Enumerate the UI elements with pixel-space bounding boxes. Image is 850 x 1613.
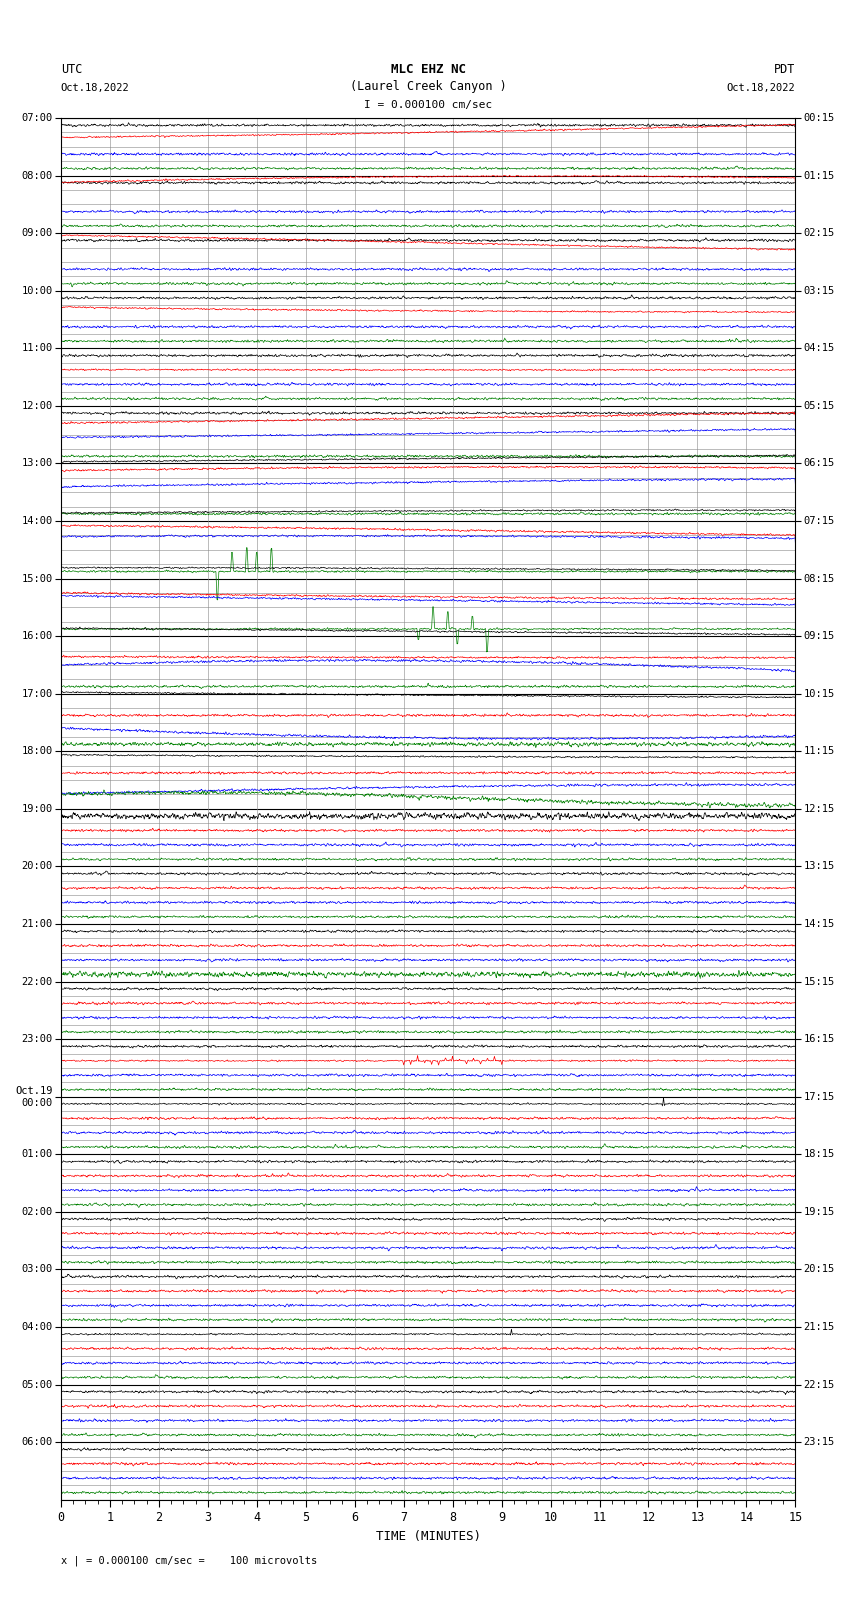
Text: PDT: PDT [774,63,796,76]
Text: MLC EHZ NC: MLC EHZ NC [391,63,466,76]
Text: I = 0.000100 cm/sec: I = 0.000100 cm/sec [364,100,492,110]
Text: UTC: UTC [61,63,82,76]
Text: Oct.18,2022: Oct.18,2022 [727,82,796,94]
Text: Oct.18,2022: Oct.18,2022 [61,82,129,94]
X-axis label: TIME (MINUTES): TIME (MINUTES) [376,1531,480,1544]
Text: (Laurel Creek Canyon ): (Laurel Creek Canyon ) [349,81,507,94]
Text: x | = 0.000100 cm/sec =    100 microvolts: x | = 0.000100 cm/sec = 100 microvolts [61,1555,317,1566]
